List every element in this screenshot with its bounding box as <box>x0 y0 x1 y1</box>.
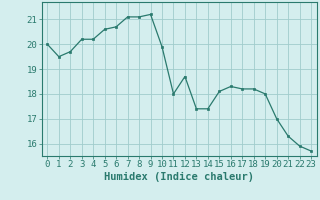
X-axis label: Humidex (Indice chaleur): Humidex (Indice chaleur) <box>104 172 254 182</box>
